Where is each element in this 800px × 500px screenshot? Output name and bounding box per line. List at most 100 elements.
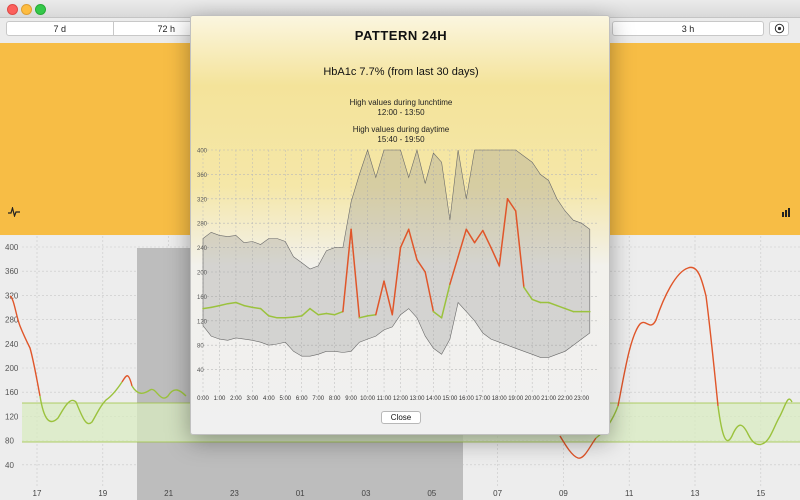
- median-segment: [350, 228, 361, 319]
- pattern-x-tick: 7:00: [312, 396, 324, 402]
- pattern-x-tick: 20:00: [525, 396, 541, 402]
- insight-daytime-range: 15:40 - 19:50: [377, 135, 425, 144]
- pattern-chart: 400 360 320 280 240 200 160 120 80 40 0:00 1:00 2:0…: [197, 148, 598, 402]
- y-tick-label: 240: [5, 340, 19, 349]
- pattern-y-tick: 240: [197, 246, 208, 252]
- y-tick-label: 80: [5, 437, 14, 446]
- median-segment: [564, 307, 575, 313]
- pattern-y-tick: 280: [197, 222, 208, 228]
- x-tick-label: 07: [493, 489, 502, 498]
- median-segment: [309, 307, 319, 316]
- median-segment: [498, 198, 509, 267]
- segment-divider: [112, 22, 114, 35]
- median-segment: [325, 312, 336, 316]
- range-7d[interactable]: 7 d: [53, 23, 66, 34]
- percentile-band: [202, 148, 591, 358]
- median-segment: [342, 228, 352, 313]
- median-segment: [284, 316, 295, 319]
- pattern-x-tick: 12:00: [393, 396, 409, 402]
- insight-lunch-range: 12:00 - 13:50: [377, 108, 425, 117]
- pattern-x-tick: 14:00: [426, 396, 442, 402]
- median-line: [202, 198, 591, 319]
- x-tick-label: 05: [427, 489, 436, 498]
- median-segment: [449, 256, 459, 285]
- window-close-button[interactable]: [7, 4, 18, 15]
- median-segment: [490, 246, 501, 267]
- pattern-x-tick: 19:00: [508, 396, 524, 402]
- pattern-x-tick: 15:00: [442, 396, 458, 402]
- pattern-x-tick: 18:00: [492, 396, 508, 402]
- dialog-title: PATTERN 24H: [354, 28, 448, 43]
- y-tick-label: 40: [5, 461, 14, 470]
- median-segment: [210, 304, 221, 309]
- x-tick-label: 09: [559, 489, 568, 498]
- y-tick-label: 200: [5, 364, 19, 373]
- median-segment: [424, 271, 435, 313]
- pulse-icon[interactable]: [8, 207, 20, 217]
- median-segment: [358, 315, 369, 319]
- window-zoom-button[interactable]: [35, 4, 46, 15]
- x-tick-label: 23: [230, 489, 239, 498]
- settings-button[interactable]: [769, 21, 789, 36]
- pattern-x-tick: 13:00: [409, 396, 425, 402]
- pattern-x-tick: 3:00: [247, 396, 259, 402]
- bar-chart-icon[interactable]: [782, 207, 792, 217]
- x-tick-label: 19: [98, 489, 107, 498]
- median-segment: [251, 306, 262, 310]
- median-segment: [391, 246, 402, 316]
- pattern-x-tick: 10:00: [360, 396, 376, 402]
- median-segment: [465, 228, 476, 244]
- range-3h[interactable]: 3 h: [612, 21, 764, 36]
- pattern-y-tick: 120: [197, 319, 208, 325]
- pattern-x-axis: 0:00 1:00 2:00 3:00 4:00 5:00 6:00 7:00 8:00 9:00…: [197, 396, 590, 402]
- pattern-24h-dialog: PATTERN 24H HbA1c 7.7% (from last 30 day…: [190, 15, 610, 435]
- median-segment: [523, 286, 533, 301]
- median-segment: [407, 228, 418, 261]
- pattern-x-tick: 22:00: [558, 396, 574, 402]
- pattern-x-tick: 11:00: [377, 396, 392, 402]
- pattern-y-tick: 360: [197, 173, 208, 179]
- pattern-y-tick: 400: [197, 149, 208, 155]
- x-tick-label: 01: [296, 489, 305, 498]
- window-minimize-button[interactable]: [21, 4, 32, 15]
- y-tick-label: 400: [5, 243, 19, 252]
- pattern-x-tick: 17:00: [475, 396, 491, 402]
- glucose-line-normal: [131, 385, 187, 399]
- hba1c-summary: HbA1c 7.7% (from last 30 days): [323, 66, 479, 78]
- median-segment: [440, 283, 451, 319]
- median-segment: [547, 301, 558, 307]
- close-button[interactable]: Close: [381, 411, 421, 424]
- median-segment: [383, 280, 394, 316]
- median-segment: [531, 298, 542, 304]
- median-segment: [432, 310, 443, 319]
- range-3h-label: 3 h: [681, 23, 695, 34]
- x-tick-label: 03: [362, 489, 371, 498]
- pattern-x-tick: 21:00: [541, 396, 557, 402]
- median-segment: [301, 307, 311, 317]
- y-axis: 400 360 320 280 240 200 160 120 80 40: [5, 243, 19, 470]
- x-tick-label: 21: [164, 489, 173, 498]
- median-segment: [226, 301, 237, 305]
- x-tick-label: 13: [691, 489, 700, 498]
- y-tick-label: 360: [5, 267, 19, 276]
- median-segment: [366, 313, 377, 317]
- pattern-x-tick: 8:00: [329, 396, 341, 402]
- y-tick-label: 160: [5, 388, 19, 397]
- range-72h[interactable]: 72 h: [157, 23, 176, 34]
- median-segment: [416, 259, 426, 273]
- median-segment: [243, 304, 254, 309]
- median-segment: [482, 229, 492, 249]
- median-segment: [292, 315, 303, 318]
- glucose-line-normal: [39, 381, 123, 425]
- median-segment: [317, 312, 328, 316]
- pattern-x-tick: 4:00: [263, 396, 275, 402]
- time-range-selector[interactable]: 7 d 72 h: [6, 21, 220, 36]
- glucose-line-high: [9, 295, 41, 397]
- pattern-y-tick: 320: [197, 197, 208, 203]
- x-tick-label: 17: [33, 489, 42, 498]
- pattern-x-tick: 1:00: [214, 396, 226, 402]
- x-axis: 17 19 21 23 01 03 05 07 09 11 13 15: [33, 489, 766, 498]
- y-tick-label: 120: [5, 412, 19, 421]
- median-segment: [235, 301, 245, 307]
- pattern-x-tick: 5:00: [279, 396, 291, 402]
